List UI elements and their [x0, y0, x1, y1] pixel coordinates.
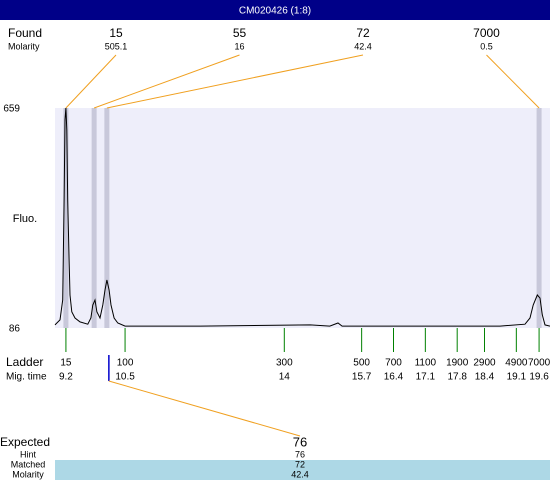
found-molarity: 42.4 — [354, 41, 372, 51]
ladder-time: 15.7 — [352, 372, 372, 383]
y-tick-label: 659 — [3, 104, 20, 115]
mig-time-label: Mig. time — [6, 372, 47, 383]
found-molarity: 16 — [234, 41, 244, 51]
found-size: 15 — [109, 26, 123, 40]
matched-band — [55, 460, 550, 480]
found-label: Found — [8, 26, 42, 40]
ladder-size: 100 — [117, 358, 134, 369]
ladder-size: 2900 — [473, 358, 496, 369]
molarity-label: Molarity — [8, 41, 40, 51]
plot-area — [55, 108, 550, 328]
found-molarity: 0.5 — [480, 41, 493, 51]
peak-connector — [93, 54, 240, 109]
expected-label: Expected — [0, 435, 50, 449]
ladder-size: 500 — [353, 358, 370, 369]
title-bar — [0, 0, 550, 20]
peak-connector — [106, 54, 364, 109]
hint-label: Hint — [20, 449, 37, 459]
ladder-size: 1900 — [446, 358, 469, 369]
ladder-time: 14 — [279, 372, 291, 383]
ladder-size: 300 — [276, 358, 293, 369]
ladder-time: 19.1 — [507, 372, 527, 383]
expected-connector — [108, 380, 301, 437]
peak-band — [91, 108, 97, 328]
molarity-value: 42.4 — [291, 469, 309, 479]
ladder-time: 9.2 — [59, 372, 73, 383]
title: CM020426 (1:8) — [239, 6, 311, 17]
ladder-label: Ladder — [6, 355, 43, 369]
ladder-size: 15 — [60, 358, 72, 369]
expected-value: 76 — [293, 434, 307, 449]
found-molarity: 505.1 — [105, 41, 128, 51]
ladder-size: 1100 — [415, 358, 437, 369]
found-size: 55 — [233, 26, 247, 40]
y-axis-label: Fluo. — [13, 213, 37, 225]
peak-band — [104, 108, 110, 328]
ladder-time: 19.6 — [529, 372, 549, 383]
ladder-time: 10.5 — [115, 372, 135, 383]
found-size: 72 — [356, 26, 370, 40]
peak-connector — [486, 54, 540, 109]
ladder-size: 4900 — [505, 358, 528, 369]
ladder-time: 16.4 — [384, 372, 404, 383]
found-size: 7000 — [473, 26, 500, 40]
y-tick-label: 86 — [9, 324, 21, 335]
matched-label: Matched — [11, 459, 46, 469]
matched-value: 72 — [295, 459, 305, 469]
hint-value: 76 — [295, 449, 305, 459]
ladder-size: 7000 — [528, 358, 550, 369]
ladder-size: 700 — [385, 358, 402, 369]
ladder-time: 17.1 — [416, 372, 436, 383]
peak-connector — [65, 54, 117, 109]
peak-band — [63, 108, 69, 328]
molarity-row-label: Molarity — [12, 469, 44, 479]
ladder-time: 18.4 — [475, 372, 495, 383]
peak-band — [536, 108, 542, 328]
ladder-time: 17.8 — [447, 372, 467, 383]
trace — [54, 107, 550, 327]
